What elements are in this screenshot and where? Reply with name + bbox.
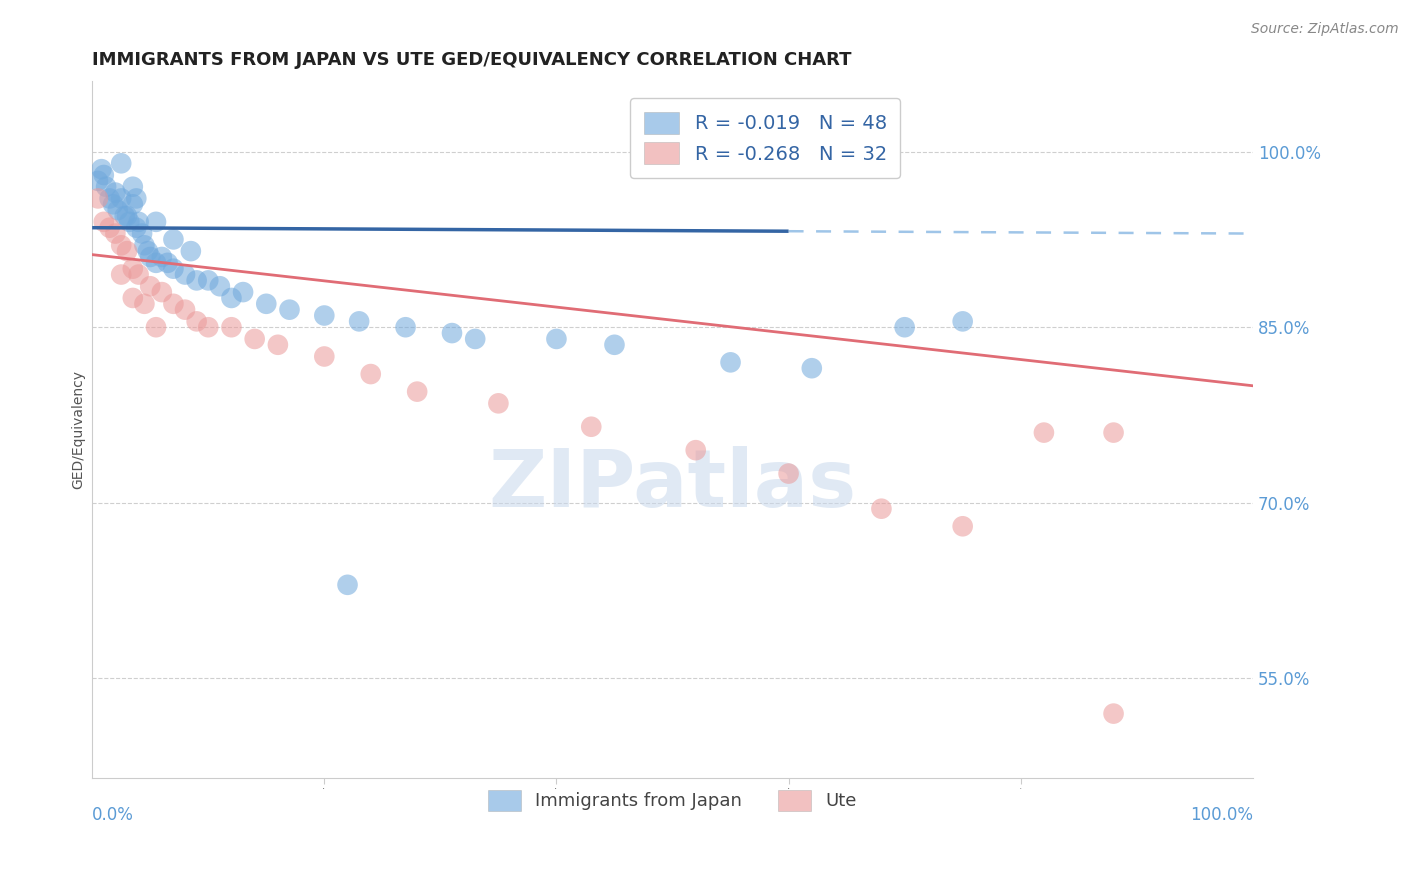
Point <box>136 244 159 259</box>
Point <box>125 220 148 235</box>
Point <box>314 309 336 323</box>
Point <box>87 191 110 205</box>
Point <box>125 191 148 205</box>
Point <box>197 320 219 334</box>
Point <box>110 268 132 282</box>
Point <box>336 578 359 592</box>
Point <box>145 215 167 229</box>
Point <box>394 320 416 334</box>
Point <box>93 215 115 229</box>
Point <box>603 338 626 352</box>
Point <box>162 261 184 276</box>
Point <box>232 285 254 299</box>
Point <box>121 291 143 305</box>
Point <box>110 238 132 252</box>
Point <box>110 191 132 205</box>
Point <box>145 320 167 334</box>
Point <box>134 297 156 311</box>
Point <box>114 209 136 223</box>
Point <box>93 168 115 182</box>
Point <box>440 326 463 340</box>
Point <box>360 367 382 381</box>
Point <box>952 519 974 533</box>
Point <box>139 279 162 293</box>
Point <box>107 203 129 218</box>
Point <box>893 320 915 334</box>
Point <box>208 279 231 293</box>
Point <box>685 443 707 458</box>
Point <box>118 215 141 229</box>
Point <box>162 232 184 246</box>
Point <box>174 302 197 317</box>
Point <box>145 256 167 270</box>
Point <box>243 332 266 346</box>
Point <box>1102 425 1125 440</box>
Point <box>278 302 301 317</box>
Point <box>174 268 197 282</box>
Point <box>128 268 150 282</box>
Point <box>406 384 429 399</box>
Point <box>121 261 143 276</box>
Point <box>1102 706 1125 721</box>
Point <box>101 197 124 211</box>
Point <box>221 320 243 334</box>
Point <box>139 250 162 264</box>
Point <box>104 227 127 241</box>
Point <box>254 297 277 311</box>
Point <box>546 332 568 346</box>
Point <box>186 273 208 287</box>
Point <box>162 297 184 311</box>
Point <box>110 156 132 170</box>
Point <box>464 332 486 346</box>
Text: IMMIGRANTS FROM JAPAN VS UTE GED/EQUIVALENCY CORRELATION CHART: IMMIGRANTS FROM JAPAN VS UTE GED/EQUIVAL… <box>93 51 852 69</box>
Point <box>197 273 219 287</box>
Point <box>115 209 138 223</box>
Point <box>121 197 143 211</box>
Point <box>98 191 121 205</box>
Point <box>128 215 150 229</box>
Point <box>121 179 143 194</box>
Point <box>90 162 112 177</box>
Legend: Immigrants from Japan, Ute: Immigrants from Japan, Ute <box>481 782 863 818</box>
Point <box>870 501 893 516</box>
Point <box>134 238 156 252</box>
Point <box>98 220 121 235</box>
Point <box>221 291 243 305</box>
Point <box>720 355 742 369</box>
Point <box>87 174 110 188</box>
Point <box>347 314 370 328</box>
Text: ZIPatlas: ZIPatlas <box>488 446 856 524</box>
Point <box>115 244 138 259</box>
Point <box>150 285 173 299</box>
Point <box>486 396 509 410</box>
Point <box>131 227 153 241</box>
Point <box>94 179 117 194</box>
Point <box>267 338 290 352</box>
Point <box>581 419 603 434</box>
Point <box>1032 425 1054 440</box>
Text: 0.0%: 0.0% <box>93 805 134 824</box>
Point <box>150 250 173 264</box>
Point <box>180 244 202 259</box>
Point <box>314 350 336 364</box>
Text: 100.0%: 100.0% <box>1189 805 1253 824</box>
Point <box>952 314 974 328</box>
Point <box>104 186 127 200</box>
Point <box>156 256 179 270</box>
Point <box>778 467 800 481</box>
Point <box>800 361 823 376</box>
Text: Source: ZipAtlas.com: Source: ZipAtlas.com <box>1251 22 1399 37</box>
Y-axis label: GED/Equivalency: GED/Equivalency <box>72 370 86 489</box>
Point <box>186 314 208 328</box>
